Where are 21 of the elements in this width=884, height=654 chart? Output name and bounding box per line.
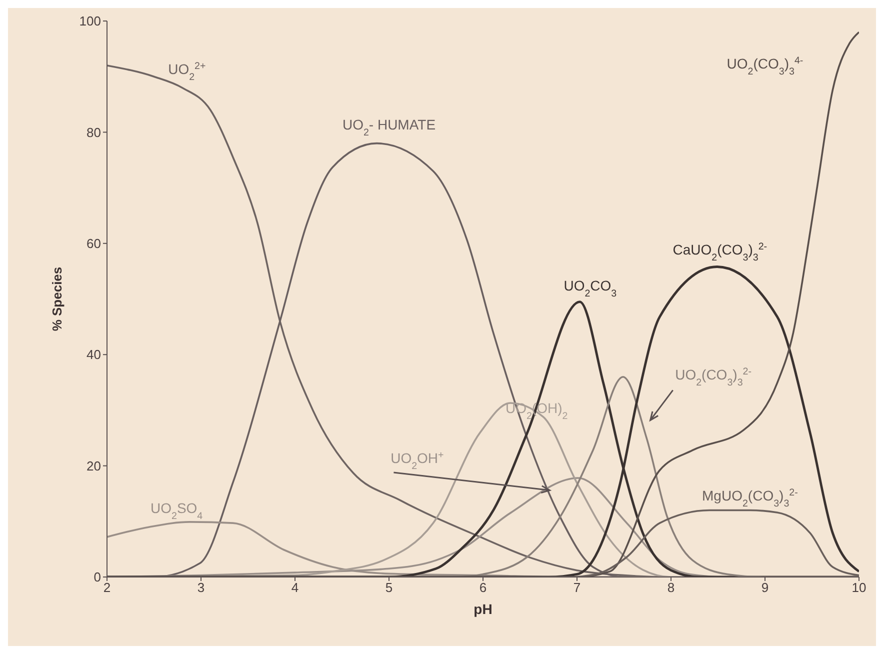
y-tick-label: 40 (86, 347, 101, 362)
y-tick-label: 60 (86, 236, 101, 252)
y-tick-label: 20 (86, 458, 101, 474)
x-tick-label: 9 (761, 580, 769, 596)
x-axis-title: pH (474, 601, 492, 617)
y-axis-title: % Species (50, 266, 65, 332)
x-tick-label: 4 (291, 580, 299, 596)
x-tick-label: 10 (852, 580, 866, 596)
y-tick-label: 80 (86, 124, 101, 140)
x-tick-label: 3 (197, 580, 205, 596)
series-label: UO$_{2}$- HUMATE (342, 116, 436, 138)
x-tick-label: 6 (479, 580, 487, 596)
x-tick-label: 8 (667, 580, 675, 596)
y-tick-label: 100 (79, 14, 101, 29)
series-label: UO$_{2}$SO$_{4}$ (150, 500, 204, 522)
y-tick-label: 0 (94, 570, 101, 585)
x-tick-label: 7 (573, 580, 581, 596)
x-tick-label: 2 (103, 580, 111, 596)
text: UO$_{2}$OH$^{+}$ (390, 450, 444, 472)
x-tick-label: 5 (385, 580, 393, 596)
series-label: UO$_{2}$CO$_{3}$ (564, 278, 618, 300)
